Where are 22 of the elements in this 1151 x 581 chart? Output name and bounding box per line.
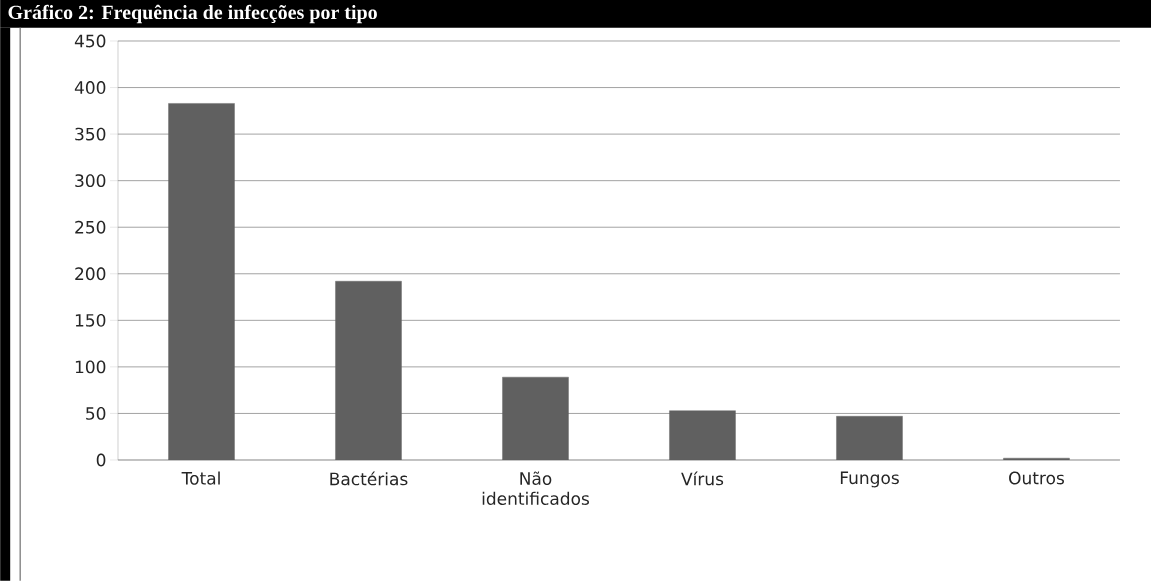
- x-tick-label: Não identificados: [482, 471, 590, 505]
- chart-title: Gráfico 2: Frequência de infecções por tipo: [8, 4, 377, 24]
- y-tick-label: 400: [74, 81, 106, 94]
- bar: [335, 281, 402, 460]
- y-tick-label: 300: [75, 174, 106, 188]
- x-tick-label: Fungos: [840, 471, 899, 488]
- y-tick-label: 200: [75, 267, 106, 281]
- bar: [836, 416, 903, 460]
- y-tick-label: 0: [96, 453, 106, 467]
- y-tick-label: 250: [75, 220, 106, 234]
- bar: [168, 103, 235, 460]
- y-tick-label: 450: [74, 34, 106, 48]
- y-tick-label: 350: [75, 127, 106, 141]
- x-tick-label: Bactérias: [330, 471, 408, 486]
- x-tick-label: Outros: [1009, 471, 1065, 485]
- bar: [502, 376, 569, 460]
- bar: [669, 410, 736, 460]
- x-tick-label: Vírus: [681, 471, 724, 486]
- y-tick-label: 100: [75, 360, 106, 374]
- x-tick-label: Total: [181, 471, 220, 485]
- y-tick-label: 50: [86, 407, 106, 420]
- y-tick-label: 150: [75, 313, 106, 327]
